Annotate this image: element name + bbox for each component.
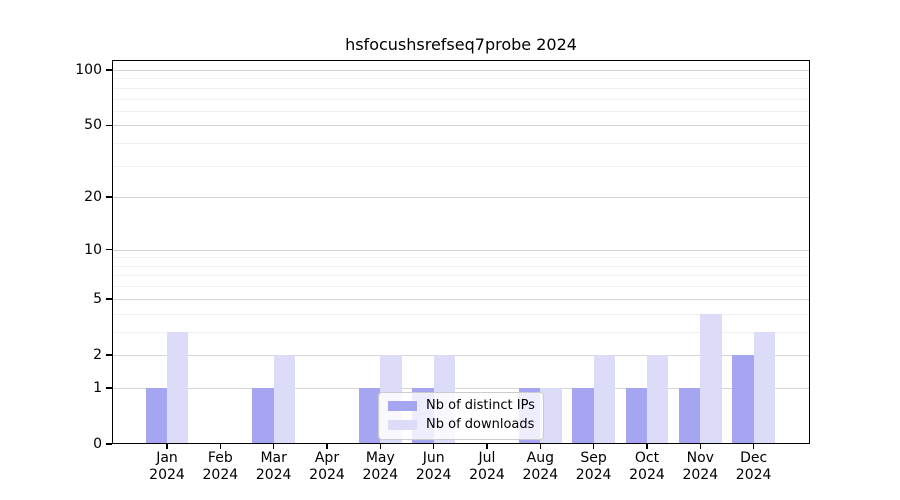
x-tick-label-mar: Mar 2024 <box>255 450 292 483</box>
x-tick-mark-jul <box>486 444 488 449</box>
bar-downloads-oct <box>646 354 669 444</box>
plot-area <box>112 60 810 444</box>
y-tick-label-1: 1 <box>93 379 102 396</box>
y-tick-label-50: 50 <box>84 117 102 134</box>
x-tick-mark-aug <box>539 444 542 449</box>
y-tick-mark-0 <box>106 443 112 445</box>
y-tick-label-2: 2 <box>93 346 102 363</box>
bar-distinct-ips-dec <box>732 354 754 444</box>
x-tick-mark-oct <box>646 444 648 449</box>
major-gridline-100 <box>112 70 810 71</box>
y-tick-label-100: 100 <box>75 62 102 78</box>
legend-label-downloads: Nb of downloads <box>426 417 535 432</box>
minor-gridline-8 <box>112 265 810 267</box>
major-gridline-5 <box>112 298 810 300</box>
major-gridline-10 <box>112 249 810 251</box>
y-tick-label-20: 20 <box>84 189 102 206</box>
minor-gridline-80 <box>112 87 810 89</box>
minor-gridline-6 <box>112 286 810 288</box>
legend-swatch-distinct-ips <box>388 401 417 411</box>
bar-downloads-nov <box>700 313 722 444</box>
minor-gridline-30 <box>112 165 810 167</box>
chart-title: hsfocushsrefseq7probe 2024 <box>345 35 577 54</box>
minor-gridline-90 <box>112 78 810 80</box>
x-tick-mark-feb <box>219 444 222 449</box>
x-tick-mark-jun <box>432 444 435 449</box>
legend-entry-downloads: Nb of downloads <box>388 418 534 432</box>
legend-entry-distinct-ips: Nb of distinct IPs <box>388 398 535 413</box>
bar-downloads-mar <box>273 354 295 444</box>
x-tick-mark-jan <box>166 444 168 449</box>
y-tick-mark-1 <box>106 387 112 389</box>
minor-gridline-60 <box>112 110 810 112</box>
y-tick-mark-20 <box>106 196 112 199</box>
x-tick-mark-may <box>379 444 382 449</box>
x-tick-label-jul: Jul 2024 <box>469 450 505 483</box>
legend-label-distinct-ips: Nb of distinct IPs <box>426 398 535 413</box>
bar-distinct-ips-mar <box>252 387 274 444</box>
x-tick-label-jan: Jan 2024 <box>149 450 185 483</box>
x-tick-label-jun: Jun 2024 <box>415 450 452 483</box>
y-tick-mark-10 <box>106 248 112 251</box>
y-tick-mark-2 <box>106 354 112 356</box>
x-tick-mark-dec <box>752 444 755 449</box>
y-tick-label-0: 0 <box>93 436 102 452</box>
bar-downloads-aug <box>540 387 562 444</box>
major-gridline-50 <box>112 125 810 127</box>
major-gridline-1 <box>112 387 810 389</box>
x-tick-label-dec: Dec 2024 <box>735 450 772 483</box>
x-tick-label-may: May 2024 <box>362 450 399 483</box>
x-tick-mark-mar <box>272 444 275 449</box>
y-tick-mark-50 <box>106 124 112 127</box>
minor-gridline-9 <box>112 257 810 259</box>
minor-gridline-4 <box>112 313 810 315</box>
legend-swatch-downloads <box>388 420 417 430</box>
legend: Nb of distinct IPs Nb of downloads <box>378 392 544 440</box>
minor-gridline-3 <box>112 331 810 333</box>
bar-downloads-jan <box>167 331 189 444</box>
x-tick-label-nov: Nov 2024 <box>682 450 719 483</box>
bar-distinct-ips-jan <box>145 387 167 444</box>
x-tick-mark-sep <box>592 444 595 449</box>
bar-distinct-ips-sep <box>572 387 594 444</box>
bar-distinct-ips-nov <box>679 387 701 444</box>
minor-gridline-70 <box>112 98 810 100</box>
x-tick-label-oct: Oct 2024 <box>629 450 665 483</box>
x-tick-mark-apr <box>326 444 328 449</box>
x-tick-label-aug: Aug 2024 <box>522 450 559 483</box>
major-gridline-20 <box>112 197 810 199</box>
y-tick-label-10: 10 <box>84 241 102 258</box>
x-tick-label-sep: Sep 2024 <box>575 450 612 483</box>
bar-downloads-sep <box>593 354 615 444</box>
x-tick-mark-nov <box>699 444 702 449</box>
minor-gridline-7 <box>112 275 810 277</box>
bar-distinct-ips-may <box>359 387 381 444</box>
x-tick-label-feb: Feb 2024 <box>202 450 239 483</box>
bar-distinct-ips-oct <box>625 387 647 444</box>
y-tick-mark-100 <box>106 69 112 71</box>
bar-downloads-dec <box>753 331 775 444</box>
minor-gridline-40 <box>112 143 810 145</box>
major-gridline-2 <box>112 354 810 356</box>
x-tick-label-apr: Apr 2024 <box>309 450 345 483</box>
y-tick-mark-5 <box>106 297 112 300</box>
y-tick-label-5: 5 <box>93 290 102 307</box>
